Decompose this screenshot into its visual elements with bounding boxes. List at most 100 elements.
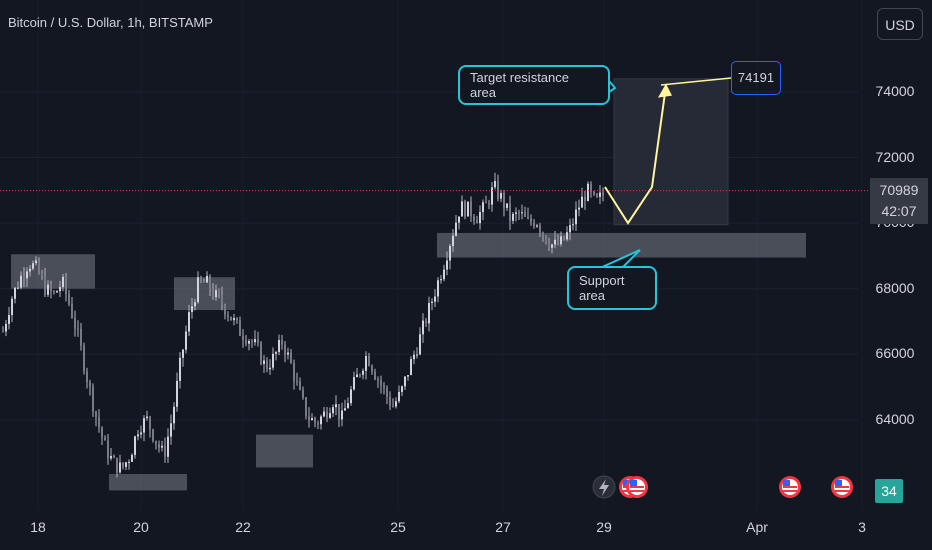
candle-body [440, 279, 442, 281]
candle-body [362, 370, 364, 375]
x-tick-label: Apr [746, 519, 768, 535]
candle-body [458, 216, 460, 223]
candle-body [311, 418, 313, 421]
currency-button[interactable]: USD [877, 8, 923, 40]
candle-body [275, 352, 277, 354]
candle-body [194, 302, 196, 307]
candle-body [428, 303, 430, 324]
us-flag-stripe [783, 490, 797, 492]
candle-body [239, 320, 241, 336]
candle-body [350, 389, 352, 404]
candle-body [2, 331, 4, 333]
count-badge[interactable]: 34 [875, 479, 903, 503]
candle-body [125, 462, 127, 467]
candle-body [515, 212, 517, 214]
candle-body [524, 212, 526, 217]
candle-body [602, 192, 604, 196]
candle-body [572, 224, 574, 226]
candle-body [164, 445, 166, 457]
candle-body [314, 418, 316, 423]
candle-body [566, 232, 568, 240]
candle-body [41, 273, 43, 277]
candle-body [170, 423, 172, 437]
candle-body [269, 367, 271, 370]
support-callout[interactable]: Support area [567, 266, 657, 310]
candle-body [407, 375, 409, 377]
candle-body [143, 418, 145, 433]
candle-body [437, 280, 439, 297]
candle-body [470, 201, 472, 217]
candle-body [26, 271, 28, 279]
candle-body [485, 202, 487, 204]
swing-zone [11, 254, 95, 289]
candle-body [260, 342, 262, 364]
candle-body [512, 213, 514, 221]
candle-body [503, 193, 505, 208]
candle-body [95, 411, 97, 418]
candle-body [476, 220, 478, 224]
candle-body [5, 323, 7, 332]
target-value-box[interactable]: 74191 [731, 61, 781, 95]
candle-body [188, 312, 190, 332]
candle-body [203, 281, 205, 283]
candle-body [227, 314, 229, 317]
candle-body [329, 413, 331, 418]
us-flag-stripe [835, 490, 849, 492]
candle-body [587, 183, 589, 201]
candle-body [56, 291, 58, 293]
candle-body [257, 339, 259, 343]
candle-body [92, 386, 94, 412]
candle-body [17, 287, 19, 289]
candle-body [383, 385, 385, 388]
candle-body [80, 328, 82, 346]
candle-body [86, 371, 88, 383]
candle-body [371, 365, 373, 372]
candle-body [452, 235, 454, 247]
candle-body [146, 416, 148, 419]
candle-body [68, 293, 70, 304]
lightning-glyph [599, 479, 609, 496]
candle-body [434, 296, 436, 302]
candle-body [71, 303, 73, 318]
candle-body [134, 436, 136, 455]
target-connector [660, 77, 732, 86]
candle-body [224, 305, 226, 315]
candle-body [131, 454, 133, 462]
candle-body [101, 427, 103, 438]
candle-body [599, 192, 601, 197]
candle-body [413, 354, 415, 360]
candle-body [359, 374, 361, 376]
candle-body [197, 277, 199, 303]
y-tick-label: 74000 [875, 82, 915, 99]
candle-body [578, 207, 580, 210]
candle-body [377, 379, 379, 381]
candle-body [425, 320, 427, 324]
candle-body [356, 374, 358, 378]
candle-body [179, 357, 181, 381]
candle-body [416, 354, 418, 356]
candle-body [590, 183, 592, 192]
support-zone [437, 232, 806, 258]
candle-body [395, 401, 397, 407]
us-flag-stripe [783, 486, 797, 488]
candle-body [191, 306, 193, 313]
y-tick-label: 66000 [875, 345, 915, 362]
candle-body [446, 260, 448, 270]
candle-body [455, 222, 457, 236]
candle-body [506, 203, 508, 208]
candle-body [212, 289, 214, 298]
candle-body [149, 416, 151, 430]
candle-body [536, 225, 538, 227]
candle-body [74, 317, 76, 329]
candle-body [581, 196, 583, 208]
candle-body [422, 320, 424, 335]
candle-body [554, 239, 556, 245]
candle-body [386, 387, 388, 397]
target-callout[interactable]: Target resistance area [458, 65, 610, 105]
candle-body [158, 444, 160, 448]
candle-body [545, 235, 547, 243]
candle-body [533, 222, 535, 227]
candle-body [560, 236, 562, 245]
candle-body [266, 360, 268, 370]
candle-body [65, 276, 67, 294]
